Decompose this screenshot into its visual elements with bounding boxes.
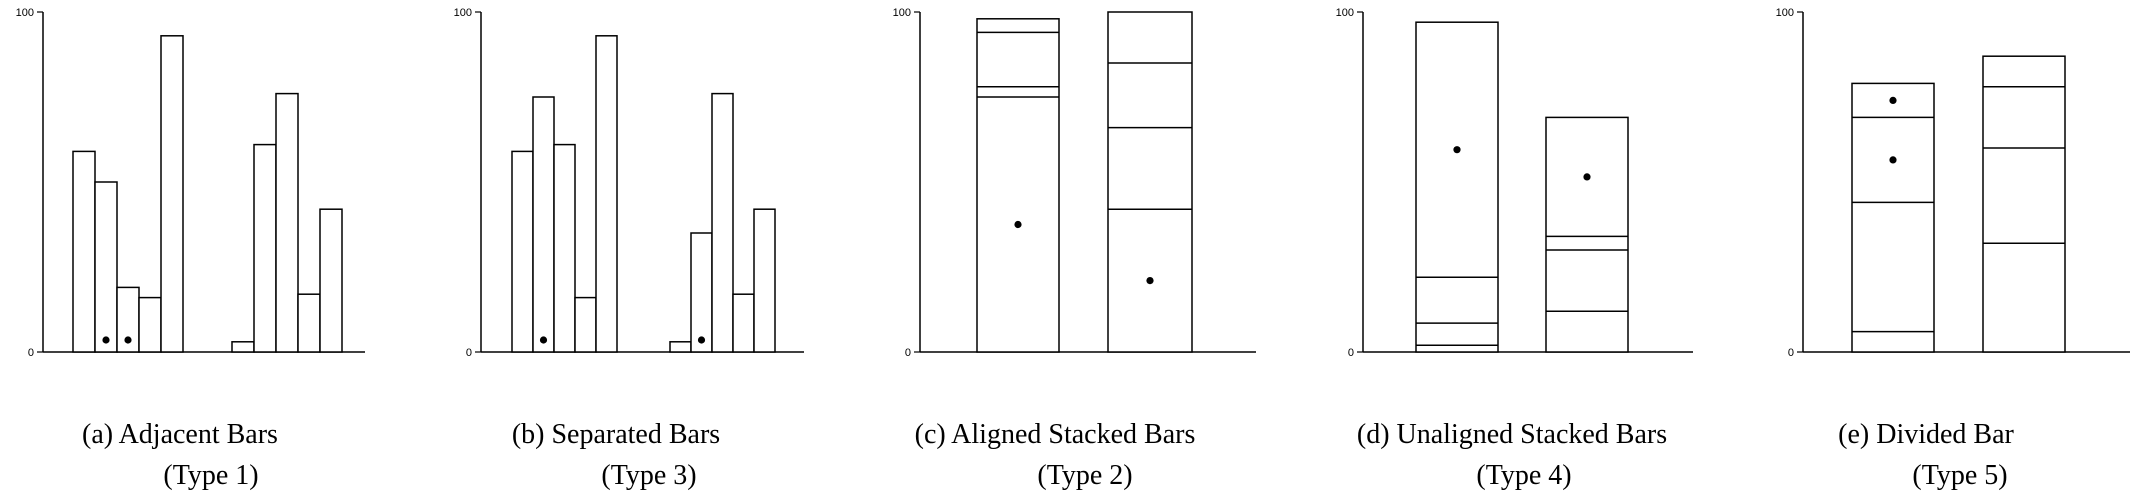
y-tick-label: 100 <box>1336 7 1354 19</box>
marker-dot <box>697 336 706 344</box>
marker-dot <box>1583 173 1591 181</box>
stacked-bar <box>1851 82 1935 353</box>
bar <box>319 208 343 353</box>
caption-line-2: (Type 4) <box>1476 460 1571 491</box>
chart-panel-2: 100 0 (b) Separated Bars (Type 3) <box>454 7 804 491</box>
caption-line-1: (d) Unaligned Stacked Bars <box>1357 419 1667 450</box>
caption-line-1: (a) Adjacent Bars <box>82 419 278 450</box>
bar <box>711 92 734 353</box>
bar <box>297 293 321 353</box>
caption-line-2: (Type 3) <box>601 460 696 491</box>
y-tick-label: 0 <box>1348 347 1354 359</box>
stacked-bar <box>976 18 1060 353</box>
bar <box>275 92 299 353</box>
y-tick-label: 100 <box>893 7 911 19</box>
bar <box>138 296 162 353</box>
caption-line-2: (Type 1) <box>163 460 258 491</box>
bar <box>253 143 277 353</box>
stacked-bar <box>1107 11 1193 353</box>
bar <box>72 150 96 353</box>
bar <box>231 341 255 353</box>
bar <box>690 232 713 353</box>
bar <box>669 341 692 353</box>
marker-dot <box>102 336 110 344</box>
stacked-bar <box>1415 21 1499 353</box>
bar <box>94 181 118 353</box>
y-tick-label: 100 <box>16 7 34 19</box>
marker-dot <box>1014 220 1022 229</box>
bar <box>732 293 755 353</box>
bar <box>160 35 184 353</box>
marker-dot <box>1146 277 1154 285</box>
caption-line-2: (Type 2) <box>1037 460 1132 491</box>
bar <box>574 296 597 353</box>
bar <box>532 96 555 353</box>
marker-dot <box>1889 156 1897 164</box>
marker-dot <box>1889 96 1897 104</box>
marker-dot <box>124 336 132 344</box>
stacked-bar <box>1545 116 1629 353</box>
y-tick-label: 100 <box>454 7 472 19</box>
marker-dot <box>1453 146 1461 154</box>
y-tick-label: 100 <box>1776 7 1794 19</box>
chart-panel-3: 100 0 (c) Aligned Stacked Bars (Type 2) <box>893 7 1256 491</box>
y-tick-label: 0 <box>905 347 911 359</box>
chart-panel-5: 100 0 (e) Divided Bar (Type 5) <box>1776 7 2130 491</box>
marker-dot <box>539 336 548 344</box>
caption-line-2: (Type 5) <box>1912 460 2007 491</box>
caption-line-1: (e) Divided Bar <box>1838 419 2014 450</box>
y-tick-label: 0 <box>28 347 34 359</box>
stacked-bar <box>1982 55 2066 353</box>
chart-panel-1: 100 0 (a) Adjacent Bars (Type 1) <box>16 7 365 491</box>
chart-panel-4: 100 0 (d) Unaligned Stacked Bars (Type 4) <box>1336 7 1693 491</box>
y-tick-label: 0 <box>466 347 472 359</box>
bar <box>511 150 534 353</box>
caption-line-1: (c) Aligned Stacked Bars <box>915 419 1196 450</box>
y-tick-label: 0 <box>1788 347 1794 359</box>
bar <box>553 143 576 353</box>
bar <box>753 208 776 353</box>
caption-line-1: (b) Separated Bars <box>512 419 720 450</box>
bar <box>595 35 618 353</box>
